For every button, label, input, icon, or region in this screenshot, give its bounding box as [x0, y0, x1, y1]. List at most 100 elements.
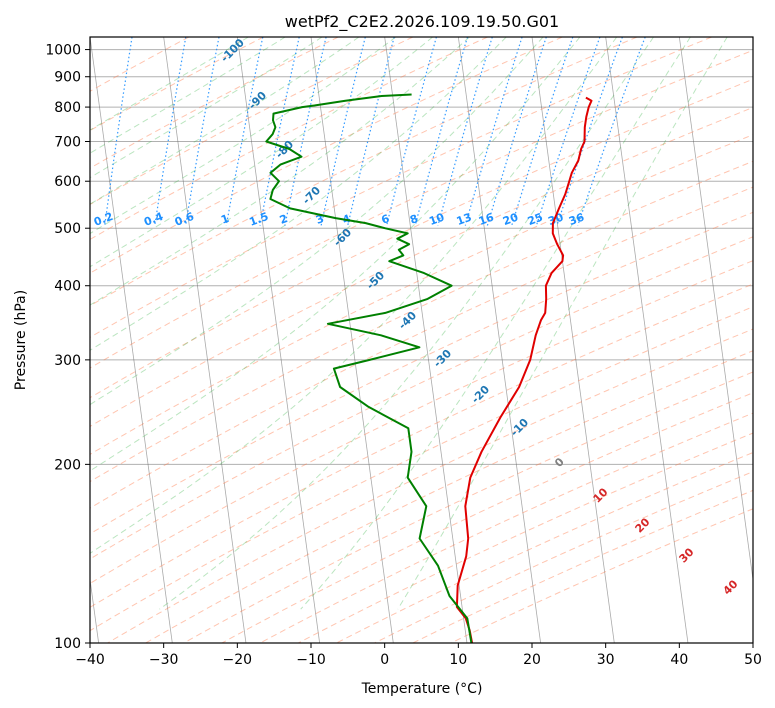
dry-adiabat-line — [90, 37, 488, 240]
isotherm-line — [531, 37, 615, 643]
y-tick-label: 900 — [54, 70, 81, 86]
y-tick-label: 100 — [54, 636, 81, 652]
y-tick-label: 500 — [54, 221, 81, 237]
y-tick-label: 600 — [54, 174, 81, 190]
dry-adiabat-line — [221, 392, 753, 643]
mixing-ratio-line — [259, 37, 300, 226]
dry-adiabat-line — [90, 37, 563, 274]
mixing-ratio-label: 25 — [526, 211, 545, 228]
moist-adiabat-line — [397, 37, 728, 610]
moist-adiabat-label: 0 — [552, 455, 567, 470]
mixing-ratio-label: 1.5 — [247, 210, 270, 229]
mixing-ratio-label: 36 — [567, 211, 586, 229]
mixing-ratio-label: 6 — [380, 212, 392, 227]
mixing-ratio-line — [414, 37, 469, 226]
dry-adiabat-line — [90, 37, 339, 169]
dry-adiabat-label: -40 — [396, 309, 419, 332]
mixing-ratio-label: 20 — [501, 211, 520, 229]
dewpoint-profile-line — [265, 93, 473, 643]
moist-adiabat-line — [90, 37, 433, 268]
moist-adiabat-line — [90, 37, 544, 406]
moist-adiabat-line — [90, 37, 397, 235]
isotherm-line — [457, 37, 542, 643]
isotherm-line — [605, 37, 689, 643]
chart-title: wetPf2_C2E2.2026.109.19.50.G01 — [285, 12, 559, 32]
mixing-ratio-line — [185, 37, 220, 226]
moist-adiabat-line — [90, 37, 470, 306]
mixing-ratio-line — [577, 37, 646, 226]
moist-adiabat-line — [90, 37, 286, 154]
plot-area: 0.1 0.2 0.4 0.6 1 1.5 2 3 4 6 8 10 13 16 20 25 30 36-100-… — [90, 36, 753, 643]
mixing-ratio-label: 13 — [455, 211, 474, 228]
moist-adiabat-line — [300, 37, 691, 610]
dry-adiabat-line — [90, 134, 753, 455]
mixing-ratio-line — [225, 37, 264, 226]
mixing-ratio-label: 10 — [427, 211, 446, 229]
axes: −40 −30 −20 −10 0 10 20 30 40 5010009008007006005… — [45, 43, 762, 668]
dry-adiabat-line — [90, 160, 753, 483]
mixing-ratio-label: 30 — [546, 210, 565, 228]
mixing-ratio-line — [154, 37, 187, 226]
isotherm-line — [163, 37, 247, 643]
x-tick-label: −20 — [223, 652, 253, 668]
moist-adiabat-line — [90, 37, 249, 131]
plot-frame — [89, 36, 754, 644]
mixing-ratio-label: 0.4 — [142, 210, 165, 229]
moist-adiabat-line — [90, 37, 618, 554]
mixing-ratio-label: 0.6 — [173, 210, 196, 229]
dry-adiabat-label: -100 — [218, 36, 247, 65]
moist-adiabat-label: 20 — [633, 515, 653, 535]
mixing-ratio-line — [347, 37, 395, 226]
dry-adiabat-line — [90, 37, 264, 132]
dry-adiabat-line — [298, 432, 753, 643]
mixing-ratio-label: 1 — [219, 212, 231, 227]
dry-adiabat-label: -60 — [331, 226, 354, 249]
x-axis-label: Temperature (°C) — [361, 681, 483, 697]
x-tick-label: 20 — [523, 652, 541, 668]
x-tick-label: −10 — [296, 652, 326, 668]
x-tick-label: −40 — [75, 652, 105, 668]
dry-adiabat-line — [90, 211, 753, 535]
dry-adiabat-line — [90, 283, 753, 608]
dry-adiabat-line — [90, 49, 753, 369]
mixing-ratio-label: 2 — [278, 212, 290, 227]
mixing-ratio-line — [464, 37, 523, 226]
mixing-ratio-label: 0.2 — [92, 210, 115, 229]
x-tick-label: −30 — [149, 652, 179, 668]
dry-adiabat-line — [90, 306, 753, 632]
mixing-ratio-line — [437, 37, 493, 226]
isotherm-line — [90, 37, 173, 643]
moist-adiabat-line — [90, 37, 360, 205]
dry-adiabat-label: -10 — [508, 416, 531, 439]
isotherm-line — [236, 37, 321, 643]
dry-adiabat-line — [107, 328, 753, 643]
isotherm-line — [310, 37, 394, 643]
dry-adiabat-label: -30 — [431, 347, 454, 370]
dry-adiabat-label: -70 — [300, 184, 323, 207]
dry-adiabat-label: -50 — [364, 269, 387, 292]
dry-adiabat-line — [336, 451, 753, 643]
mixing-ratio-line — [386, 37, 437, 226]
mixing-ratio-label: 16 — [477, 211, 496, 229]
moist-adiabat-line — [90, 37, 507, 351]
x-tick-label: 10 — [449, 652, 467, 668]
dry-adiabat-line — [90, 186, 753, 509]
y-tick-label: 400 — [54, 279, 81, 295]
dry-adiabat-line — [90, 78, 753, 399]
moist-adiabat-label: 40 — [721, 577, 741, 597]
temperature-profile-line — [455, 96, 593, 643]
x-tick-label: 40 — [670, 652, 688, 668]
dry-adiabat-label: -20 — [469, 383, 492, 406]
isotherm-line — [752, 37, 753, 40]
x-tick-label: 30 — [597, 652, 615, 668]
mixing-ratio-label: 3 — [314, 212, 326, 227]
y-tick-label: 200 — [54, 457, 81, 473]
y-tick-label: 1000 — [45, 43, 81, 59]
dry-adiabat-line — [90, 106, 753, 428]
mixing-ratio-line — [486, 37, 547, 226]
mixing-ratio-line — [535, 37, 601, 226]
mixing-ratio-line — [511, 37, 574, 226]
dry-adiabat-line — [183, 371, 753, 643]
y-tick-label: 800 — [54, 100, 81, 116]
dry-adiabat-line — [374, 471, 753, 643]
